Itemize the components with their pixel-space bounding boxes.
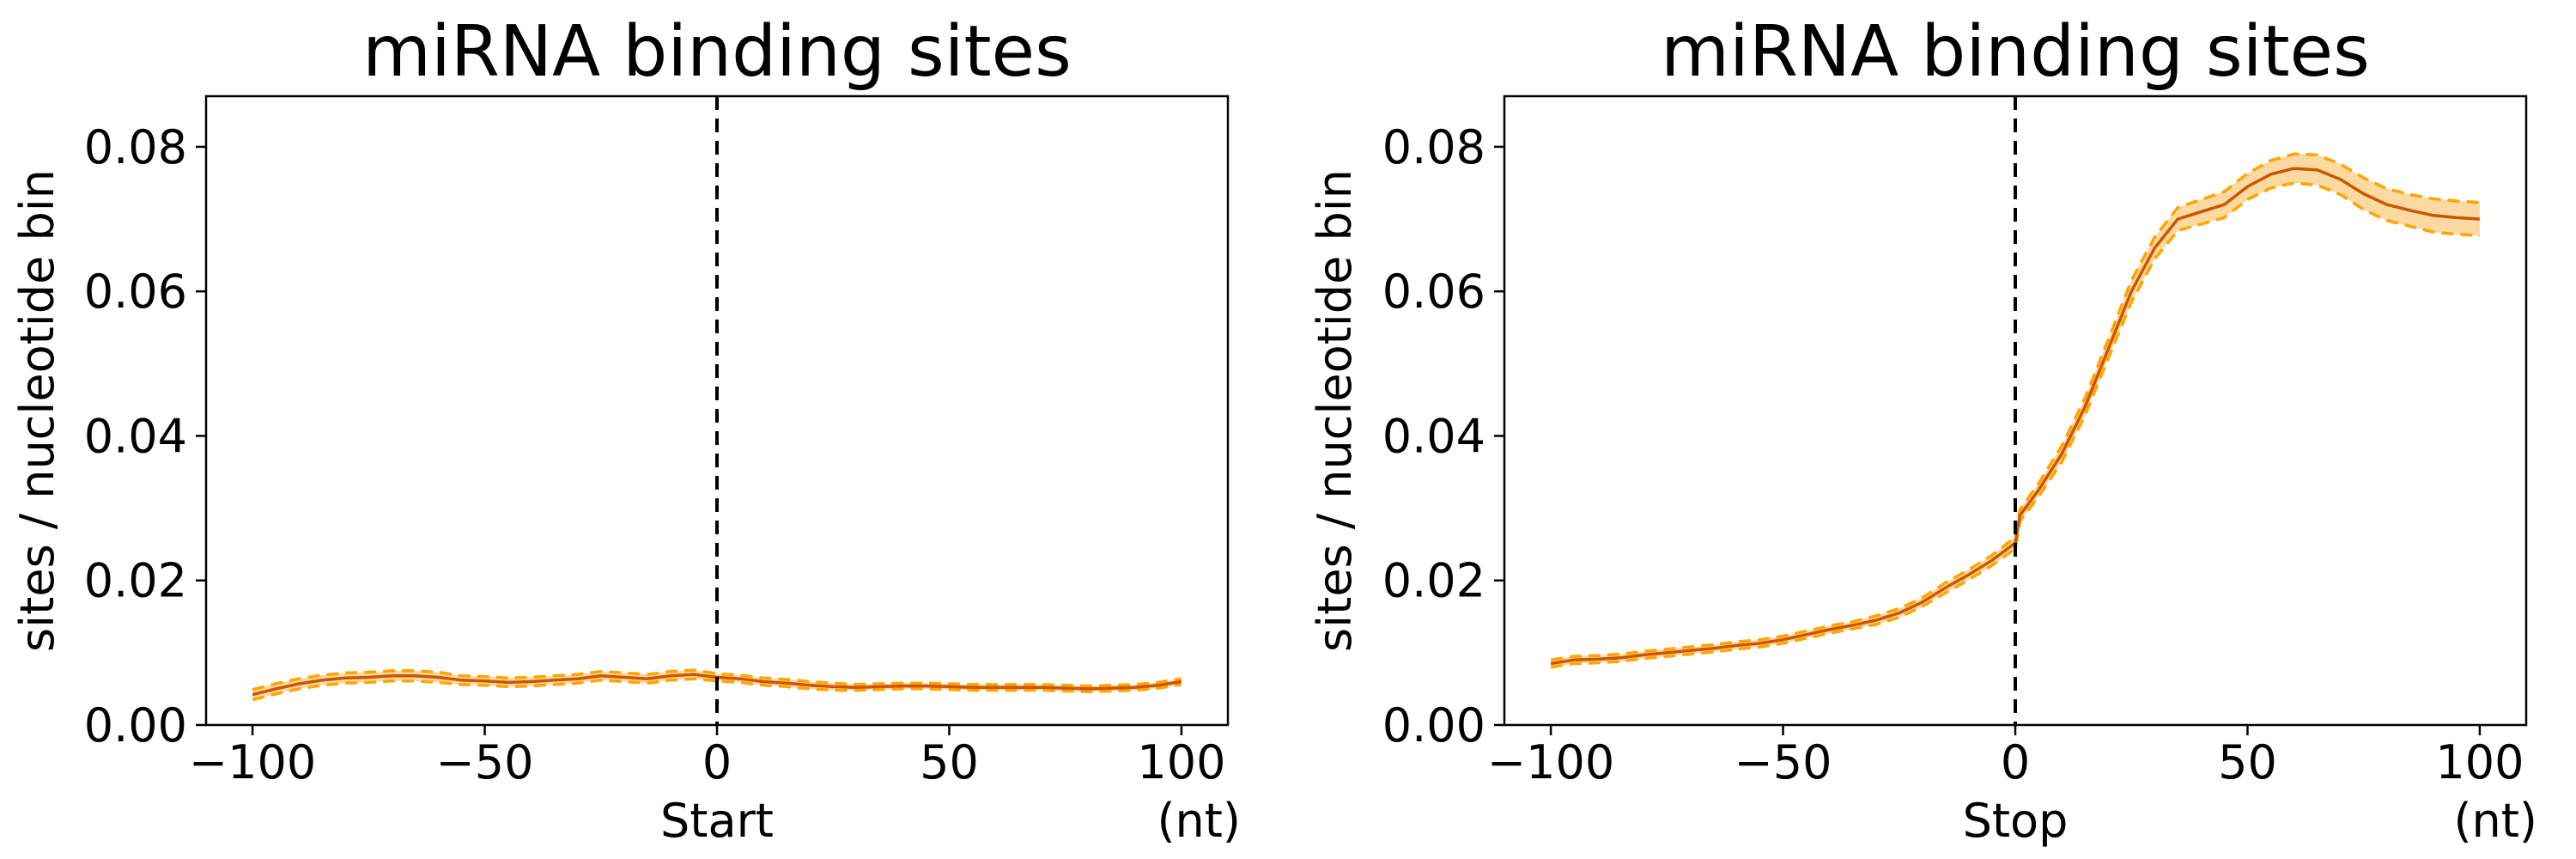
y-tick-label: 0.00 — [1382, 698, 1485, 752]
y-tick-label: 0.04 — [84, 409, 187, 463]
x-tick-label: −50 — [436, 735, 534, 789]
y-tick-label: 0.02 — [1382, 554, 1485, 608]
y-tick-label: 0.04 — [1382, 409, 1485, 463]
y-tick-label: 0.06 — [1382, 265, 1485, 319]
y-tick-label: 0.00 — [84, 698, 187, 752]
y-tick-label: 0.06 — [84, 265, 187, 319]
chart-title: miRNA binding sites — [362, 11, 1072, 93]
x-tick-label: 0 — [2001, 735, 2030, 789]
chart-panels: −100 −50 0 50 100 0.00 0.02 0.04 0.06 0.08 miRNA b… — [10, 11, 2537, 848]
chart-panel: −100 −50 0 50 100 0.00 0.02 0.04 0.06 0.08 miRNA b… — [10, 11, 1241, 848]
y-axis-label: sites / nucleotide bin — [10, 169, 64, 652]
y-tick-label: 0.08 — [1382, 120, 1485, 174]
y-tick-label: 0.02 — [84, 554, 187, 608]
x-tick-label: 100 — [1137, 735, 1225, 789]
lower-bound-line — [252, 677, 1182, 702]
mean-line — [1550, 167, 2481, 666]
x-axis-label: Start — [660, 794, 774, 848]
x-axis-label: Stop — [1963, 794, 2069, 848]
x-tick-label: 0 — [702, 735, 732, 789]
x-tick-label: 100 — [2435, 735, 2524, 789]
upper-bound-line — [1550, 152, 2481, 662]
x-tick-label: −100 — [1487, 735, 1614, 789]
upper-bound-line — [252, 668, 1182, 691]
x-axis-unit: (nt) — [1157, 794, 1241, 848]
x-tick-label: 50 — [920, 735, 979, 789]
x-tick-label: −50 — [1735, 735, 1832, 789]
chart-panel: −100 −50 0 50 100 0.00 0.02 0.04 0.06 0.08 miRNA b… — [1308, 11, 2537, 848]
x-tick-label: 50 — [2218, 735, 2277, 789]
y-tick-label: 0.08 — [84, 120, 187, 174]
x-tick-label: −100 — [189, 735, 316, 789]
chart-title: miRNA binding sites — [1661, 11, 2370, 93]
x-axis-unit: (nt) — [2453, 794, 2537, 848]
y-axis-label: sites / nucleotide bin — [1308, 169, 1362, 652]
